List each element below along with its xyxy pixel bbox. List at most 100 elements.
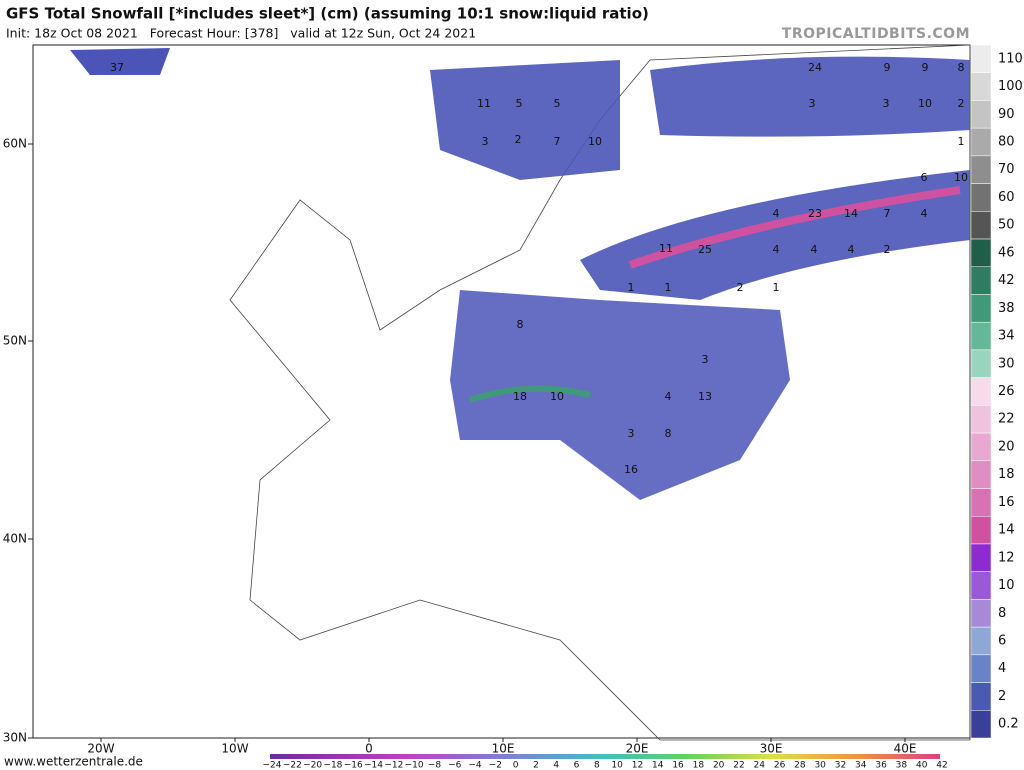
map-value-label: 10	[918, 97, 932, 110]
bottom-scale-label: 18	[693, 761, 705, 770]
map-value-label: 8	[517, 318, 524, 331]
snow-area	[650, 56, 970, 137]
map-value-label: 23	[808, 207, 822, 220]
snow-area	[430, 60, 620, 180]
map-value-label: 11	[477, 97, 491, 110]
map-value-label: 4	[848, 243, 855, 256]
bottom-scale-label: −12	[384, 761, 403, 770]
map-value-label: 8	[958, 61, 965, 74]
bottom-scale-label: 34	[855, 761, 867, 770]
bottom-scale-label: 10	[611, 761, 623, 770]
colorbar-swatch	[970, 44, 992, 73]
bottom-scale-label: 12	[632, 761, 643, 770]
lat-label: 30N	[3, 731, 27, 745]
colorbar-swatch	[970, 405, 992, 434]
colorbar-label: 30	[998, 356, 1015, 371]
bottom-scale-label: 26	[774, 761, 786, 770]
map-value-label: 7	[884, 207, 891, 220]
colorbar-label: 14	[998, 523, 1015, 538]
colorbar-label: 4	[998, 661, 1006, 676]
colorbar-swatch	[970, 321, 992, 351]
colorbar-swatch	[970, 127, 992, 157]
colorbar-label: 26	[998, 384, 1015, 399]
colorbar-label: 18	[998, 467, 1015, 482]
lon-label: 10E	[492, 742, 515, 756]
colorbar-swatch	[970, 515, 992, 545]
map-value-label: 1	[665, 281, 672, 294]
lat-label: 60N	[3, 137, 27, 151]
map-value-label: 3	[628, 427, 635, 440]
bottom-scale-label: −8	[428, 761, 442, 770]
bottom-scale-label: −24	[263, 761, 282, 770]
colorbar-swatch	[970, 654, 992, 683]
map-value-label: 3	[702, 353, 709, 366]
bottom-scale-label: −20	[303, 761, 322, 770]
lon-label: 40E	[894, 742, 917, 756]
map-value-label: 10	[954, 171, 968, 184]
colorbar-swatch	[970, 710, 992, 739]
colorbar-swatch	[970, 294, 992, 323]
map-value-label: 1	[773, 281, 780, 294]
bottom-color-scale	[270, 754, 940, 759]
lat-label: 50N	[3, 334, 27, 348]
colorbar-swatch	[970, 238, 992, 268]
colorbar-label: 110	[998, 51, 1023, 66]
colorbar-swatch	[970, 599, 992, 628]
colorbar-label: 90	[998, 107, 1015, 122]
bottom-scale-label: 20	[713, 761, 725, 770]
colorbar-swatch	[970, 183, 992, 212]
lon-label: 0	[365, 742, 373, 756]
map-value-label: 11	[659, 242, 673, 255]
colorbar-label: 34	[998, 329, 1015, 344]
bottom-scale-label: 36	[875, 761, 887, 770]
subtitle: Init: 18z Oct 08 2021 Forecast Hour: [37…	[6, 26, 476, 41]
colorbar-label: 42	[998, 273, 1015, 288]
snow-area	[70, 48, 170, 75]
colorbar-swatch	[970, 543, 992, 572]
map-value-label: 9	[922, 61, 929, 74]
lat-label: 40N	[3, 532, 27, 546]
lon-label: 30E	[760, 742, 783, 756]
bottom-scale-label: 30	[814, 761, 826, 770]
colorbar-label: 22	[998, 412, 1015, 427]
map-value-label: 7	[554, 135, 561, 148]
coastline	[229, 44, 971, 741]
credit: www.wetterzentrale.de	[4, 755, 143, 769]
map-value-label: 6	[921, 171, 928, 184]
colorbar-label: 10	[998, 578, 1015, 593]
map-value-label: 1	[958, 135, 965, 148]
map-value-label: 10	[588, 135, 602, 148]
map-value-label: 16	[624, 463, 638, 476]
map-value-label: 25	[698, 243, 712, 256]
colorbar-label: 50	[998, 218, 1015, 233]
bottom-scale-label: −22	[283, 761, 302, 770]
map-value-label: 2	[958, 97, 965, 110]
bottom-scale-label: 0	[513, 761, 519, 770]
map-value-label: 2	[884, 243, 891, 256]
bottom-scale-label: 42	[936, 761, 947, 770]
bottom-scale-label: −16	[344, 761, 363, 770]
colorbar-label: 0.2	[998, 717, 1019, 732]
colorbar-label: 80	[998, 135, 1015, 150]
bottom-scale-label: 14	[652, 761, 664, 770]
bottom-scale-label: −4	[468, 761, 482, 770]
map-value-label: 24	[808, 61, 822, 74]
colorbar-label: 70	[998, 162, 1015, 177]
colorbar-swatch	[970, 349, 992, 378]
colorbar-swatch	[970, 626, 992, 656]
map-value-label: 13	[698, 390, 712, 403]
map-value-label: 18	[513, 390, 527, 403]
map-value-label: 2	[515, 133, 522, 146]
map	[32, 44, 971, 741]
map-value-label: 3	[883, 97, 890, 110]
colorbar-label: 100	[998, 79, 1023, 94]
bottom-scale-label: −2	[489, 761, 502, 770]
watermark: TROPICALTIDBITS.COM	[782, 26, 970, 42]
bottom-scale-label: 28	[794, 761, 806, 770]
map-value-label: 8	[665, 427, 672, 440]
map-value-label: 1	[628, 281, 635, 294]
map-value-label: 10	[550, 390, 564, 403]
map-value-label: 2	[737, 281, 744, 294]
map-value-label: 9	[884, 61, 891, 74]
colorbar-label: 38	[998, 301, 1015, 316]
